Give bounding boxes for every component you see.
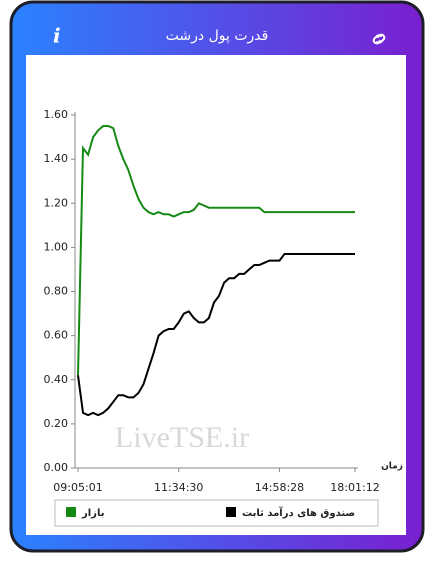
chart-title: قدرت پول درشت [166,28,269,44]
legend-label: بازار [81,508,104,519]
series-line [77,253,355,417]
x-axis-label: زمان [381,462,403,472]
x-tick-label: 18:01:12 [330,481,379,494]
y-tick-label: 0.00 [44,461,69,474]
y-tick-label: 1.00 [44,240,69,253]
link-icon[interactable] [372,33,386,45]
x-tick-label: 11:34:30 [154,481,203,494]
chart-panel [26,55,406,535]
x-tick-label: 09:05:01 [53,481,102,494]
x-tick-label: 14:58:28 [255,481,304,494]
legend-swatch [226,507,236,517]
y-tick-label: 0.60 [44,329,69,342]
y-tick-label: 0.20 [44,417,69,430]
info-icon[interactable]: i [53,24,61,48]
y-tick-label: 1.40 [44,152,69,165]
legend-label: صندوق های درآمد ثابت [242,506,355,519]
legend [54,499,379,527]
watermark: LiveTSE.ir [115,421,249,454]
y-tick-label: 0.40 [44,373,69,386]
y-tick-label: 1.60 [44,108,69,121]
series-line [77,125,355,376]
y-tick-label: 0.80 [44,285,69,298]
legend-swatch [66,507,76,517]
y-tick-label: 1.20 [44,196,69,209]
